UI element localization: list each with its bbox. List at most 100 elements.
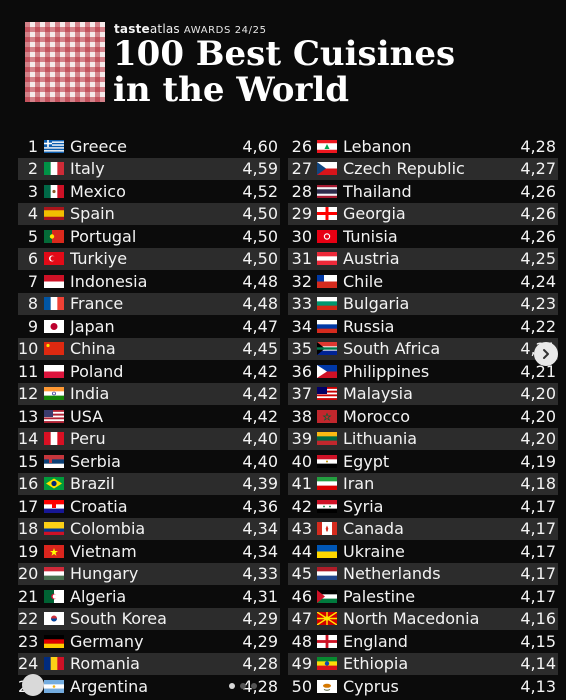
ranking-row: 49 Ethiopia 4,14 (288, 652, 558, 675)
cuisine-score: 4,25 (520, 249, 556, 269)
rank-number: 48 (291, 631, 312, 651)
cuisine-score: 4,23 (520, 294, 556, 314)
cuisine-score: 4,28 (520, 136, 556, 156)
ranking-row: 27 Czech Republic 4,27 (288, 157, 558, 180)
rank-number: 41 (291, 474, 312, 494)
cuisine-score: 4,34 (242, 519, 278, 539)
austria-flag (317, 252, 337, 266)
cuisine-score: 4,24 (520, 271, 556, 291)
ranking-row: 22 South Korea 4,29 (18, 607, 280, 630)
cuisine-score: 4,45 (242, 339, 278, 359)
canada-flag (317, 522, 337, 536)
thailand-flag (317, 184, 337, 198)
cuisine-score: 4,20 (520, 384, 556, 404)
indonesia-flag (44, 274, 64, 288)
philippines-flag (317, 364, 337, 378)
serbia-flag (44, 454, 64, 468)
ranking-row: 45 Netherlands 4,17 (288, 562, 558, 585)
spain-flag (44, 207, 64, 221)
rank-number: 43 (291, 519, 312, 539)
next-slide-button[interactable] (534, 342, 558, 366)
germany-flag (44, 634, 64, 648)
rank-number: 45 (291, 564, 312, 584)
rank-number: 13 (18, 406, 39, 426)
ukraine-flag (317, 544, 337, 558)
country-name: Croatia (70, 496, 128, 516)
country-name: Algeria (70, 586, 127, 606)
rank-number: 33 (291, 294, 312, 314)
ranking-column-left: 1 Greece 4,60 2 Italy 4,59 3 Mexico 4,52 4 Spain 4,… (18, 135, 280, 698)
syria-flag (317, 499, 337, 513)
croatia-flag (44, 499, 64, 513)
ranking-row: 48 England 4,15 (288, 630, 558, 653)
lebanon-flag (317, 139, 337, 153)
carousel-dot[interactable] (229, 683, 235, 689)
rank-number: 40 (291, 451, 312, 471)
country-name: Hungary (70, 564, 139, 584)
country-name: Japan (70, 316, 115, 336)
iran-flag (317, 477, 337, 491)
title-line-1: 100 Best Cuisines (113, 34, 456, 74)
ranking-row: 47 North Macedonia 4,16 (288, 607, 558, 630)
cuisine-score: 4,13 (520, 676, 556, 696)
rank-number: 11 (18, 361, 39, 381)
country-name: China (70, 339, 116, 359)
country-name: Iran (343, 474, 375, 494)
usa-flag (44, 409, 64, 423)
ranking-row: 36 Philippines 4,21 (288, 360, 558, 383)
ranking-row: 3 Mexico 4,52 (18, 180, 280, 203)
rank-number: 12 (18, 384, 39, 404)
country-name: Netherlands (343, 564, 441, 584)
country-name: France (70, 294, 124, 314)
carousel-dot[interactable] (240, 683, 246, 689)
hungary-flag (44, 567, 64, 581)
ranking-row: 10 China 4,45 (18, 337, 280, 360)
cuisine-score: 4,20 (520, 429, 556, 449)
ranking-row: 40 Egypt 4,19 (288, 450, 558, 473)
country-name: Tunisia (343, 226, 398, 246)
bulgaria-flag (317, 297, 337, 311)
rank-number: 24 (18, 654, 39, 674)
georgia-flag (317, 207, 337, 221)
country-name: USA (70, 406, 104, 426)
ethiopia-flag (317, 657, 337, 671)
country-name: England (343, 631, 408, 651)
cuisine-score: 4,36 (242, 496, 278, 516)
chile-flag (317, 274, 337, 288)
page-title: 100 Best Cuisines in the World (113, 36, 553, 108)
rank-number: 22 (18, 609, 39, 629)
country-name: Russia (343, 316, 395, 336)
tunisia-flag (317, 229, 337, 243)
cuisine-score: 4,26 (520, 204, 556, 224)
cuisine-score: 4,18 (520, 474, 556, 494)
cuisine-score: 4,39 (242, 474, 278, 494)
ranking-row: 11 Poland 4,42 (18, 360, 280, 383)
cuisine-score: 4,29 (242, 631, 278, 651)
brand-light: atlas (149, 22, 180, 36)
rank-number: 19 (18, 541, 39, 561)
cuisine-score: 4,48 (242, 271, 278, 291)
ranking-row: 28 Thailand 4,26 (288, 180, 558, 203)
country-name: South Korea (70, 609, 167, 629)
ranking-row: 30 Tunisia 4,26 (288, 225, 558, 248)
country-name: Italy (70, 159, 105, 179)
rank-number: 50 (291, 676, 312, 696)
avatar[interactable] (22, 674, 44, 696)
rank-number: 3 (27, 181, 38, 201)
cuisine-score: 4,22 (520, 316, 556, 336)
ranking-row: 31 Austria 4,25 (288, 247, 558, 270)
rank-number: 47 (291, 609, 312, 629)
portugal-flag (44, 229, 64, 243)
awards-label: AWARDS 24/25 (183, 25, 267, 36)
cuisine-score: 4,42 (242, 361, 278, 381)
title-line-2: in the World (113, 70, 350, 110)
cuisine-score: 4,21 (520, 361, 556, 381)
ranking-row: 38 Morocco 4,20 (288, 405, 558, 428)
carousel-dot[interactable] (251, 683, 257, 689)
rank-number: 42 (291, 496, 312, 516)
ranking-row: 14 Peru 4,40 (18, 427, 280, 450)
ranking-row: 6 Turkiye 4,50 (18, 247, 280, 270)
cuisine-score: 4,20 (520, 406, 556, 426)
rank-number: 27 (291, 159, 312, 179)
rank-number: 26 (291, 136, 312, 156)
